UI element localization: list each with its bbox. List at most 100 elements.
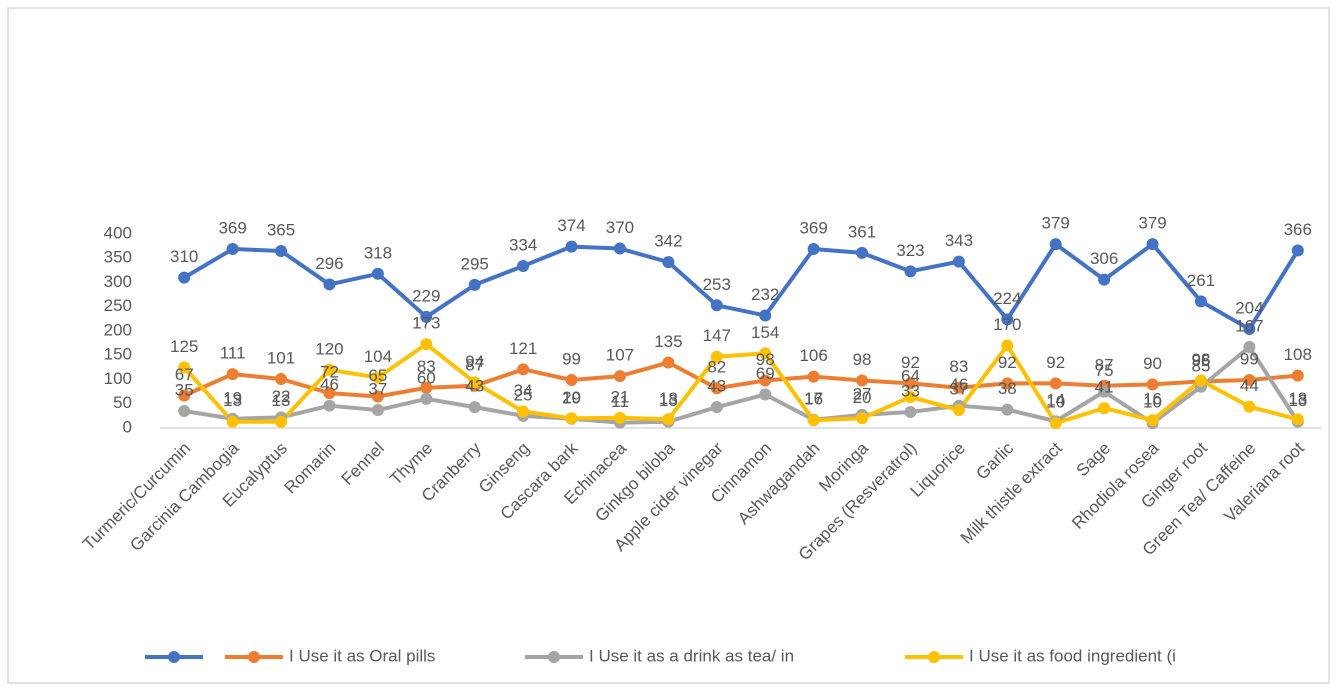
data-label: 295 — [461, 254, 489, 273]
data-label: 18 — [659, 389, 678, 408]
data-label: 369 — [799, 219, 827, 238]
data-point — [613, 411, 626, 424]
data-label: 16 — [1143, 390, 1162, 409]
y-tick-label: 50 — [113, 393, 132, 412]
data-label: 60 — [417, 368, 436, 387]
data-point — [952, 255, 965, 268]
data-label: 72 — [320, 363, 339, 382]
data-point — [904, 265, 917, 278]
data-label: 19 — [562, 388, 581, 407]
data-point — [226, 415, 239, 428]
data-label: 379 — [1042, 214, 1070, 233]
data-label: 108 — [1284, 345, 1312, 364]
legend-marker — [928, 651, 940, 663]
data-label: 361 — [848, 222, 876, 241]
chart-frame — [7, 7, 1330, 684]
data-label: 43 — [707, 377, 726, 396]
data-label: 43 — [465, 377, 484, 396]
legend-marker — [168, 651, 180, 663]
data-label: 170 — [993, 315, 1021, 334]
data-point — [807, 414, 820, 427]
data-label: 343 — [945, 231, 973, 250]
data-point — [1049, 238, 1062, 251]
data-point — [565, 240, 578, 253]
data-label: 20 — [562, 388, 581, 407]
data-point — [517, 260, 530, 273]
data-point — [710, 401, 723, 414]
data-point — [468, 278, 481, 291]
data-label: 13 — [223, 391, 242, 410]
data-point — [1001, 403, 1014, 416]
data-label: 323 — [896, 241, 924, 260]
data-point — [1001, 313, 1014, 326]
data-point — [1291, 369, 1304, 382]
data-label: 167 — [1235, 316, 1263, 335]
data-label: 253 — [703, 275, 731, 294]
data-point — [904, 377, 917, 390]
data-label: 37 — [368, 380, 387, 399]
data-point — [517, 405, 530, 418]
data-label: 17 — [804, 389, 823, 408]
data-point — [565, 412, 578, 425]
data-label: 13 — [1288, 391, 1307, 410]
data-label: 92 — [1046, 353, 1065, 372]
y-tick-label: 400 — [104, 223, 132, 242]
data-label: 64 — [901, 366, 920, 385]
data-label: 374 — [557, 216, 585, 235]
data-point — [1098, 273, 1111, 286]
data-label: 318 — [364, 243, 392, 262]
data-point — [759, 347, 772, 360]
data-label: 204 — [1235, 299, 1263, 318]
data-label: 13 — [272, 391, 291, 410]
data-point — [662, 413, 675, 426]
data-label: 232 — [751, 285, 779, 304]
data-label: 342 — [654, 232, 682, 251]
data-point — [807, 243, 820, 256]
data-point — [371, 371, 384, 384]
data-label: 67 — [175, 365, 194, 384]
data-point — [1243, 323, 1256, 336]
data-label: 19 — [223, 388, 242, 407]
data-point — [178, 389, 191, 402]
data-label: 27 — [853, 384, 872, 403]
data-point — [178, 405, 191, 418]
data-point — [1291, 413, 1304, 426]
data-point — [1098, 385, 1111, 398]
data-label: 98 — [853, 350, 872, 369]
y-tick-label: 300 — [104, 272, 132, 291]
data-label: 101 — [267, 348, 295, 367]
data-label: 82 — [707, 358, 726, 377]
data-point — [565, 373, 578, 386]
data-label: 370 — [606, 218, 634, 237]
data-label: 173 — [412, 314, 440, 333]
data-point — [1098, 402, 1111, 415]
data-point — [710, 350, 723, 363]
data-point — [1146, 238, 1159, 251]
data-point — [662, 356, 675, 369]
data-label: 44 — [1240, 376, 1259, 395]
data-label: 34 — [514, 381, 533, 400]
data-point — [420, 392, 433, 405]
data-point — [1146, 414, 1159, 427]
data-point — [468, 401, 481, 414]
data-label: 10 — [1046, 393, 1065, 412]
data-point — [759, 388, 772, 401]
data-point — [1243, 341, 1256, 354]
data-label: 69 — [756, 364, 775, 383]
data-point — [856, 412, 869, 425]
data-point — [662, 256, 675, 269]
data-label: 135 — [654, 332, 682, 351]
data-label: 21 — [610, 387, 629, 406]
data-point — [613, 370, 626, 383]
data-label: 41 — [1095, 378, 1114, 397]
y-tick-label: 150 — [104, 345, 132, 364]
data-label: 107 — [606, 346, 634, 365]
data-point — [420, 381, 433, 394]
data-label: 99 — [1240, 349, 1259, 368]
data-label: 296 — [315, 254, 343, 273]
data-label: 98 — [1191, 350, 1210, 369]
data-point — [710, 299, 723, 312]
data-label: 334 — [509, 235, 537, 254]
data-label: 229 — [412, 286, 440, 305]
data-label: 65 — [368, 366, 387, 385]
